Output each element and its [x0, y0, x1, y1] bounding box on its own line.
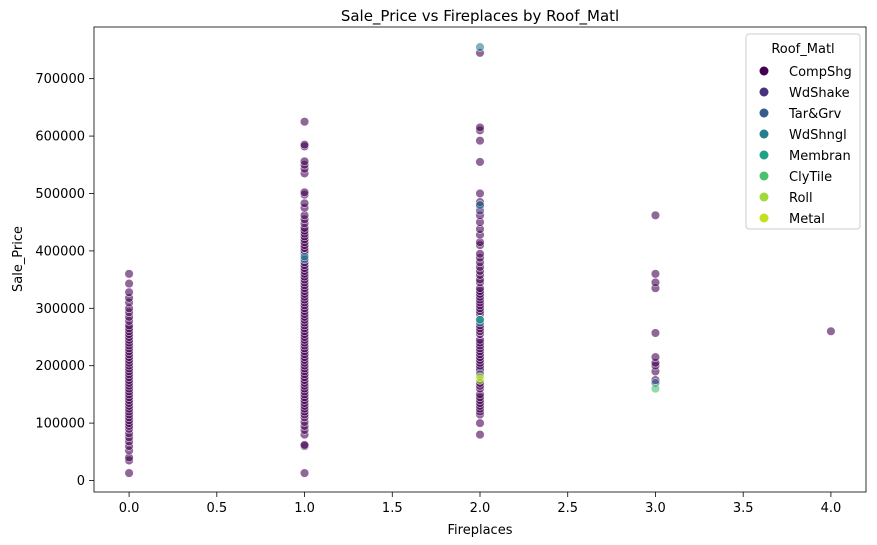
legend-marker	[759, 66, 769, 76]
data-point	[124, 279, 134, 289]
y-tick-label: 700000	[35, 72, 85, 87]
x-tick-label: 2.0	[470, 501, 491, 516]
legend-entry: Membran	[789, 149, 851, 164]
legend-marker	[759, 150, 769, 160]
x-axis-label: Fireplaces	[448, 523, 513, 538]
legend-marker	[759, 171, 769, 181]
y-tick-label: 100000	[35, 417, 85, 432]
data-point	[124, 269, 134, 279]
data-point	[650, 328, 661, 338]
x-tick-label: 0.0	[119, 501, 140, 516]
legend-marker	[759, 192, 769, 202]
data-point	[124, 468, 134, 478]
legend-marker	[759, 213, 769, 223]
data-point	[299, 252, 310, 262]
legend-entry: Tar&Grv	[788, 107, 842, 122]
data-point	[475, 188, 485, 199]
legend-items: CompShg WdShake Tar&Grv WdShngl Membran ClyTi…	[759, 65, 852, 227]
data-point	[475, 122, 485, 133]
x-tick-label: 4.0	[821, 501, 842, 516]
legend-entry: CompShg	[789, 65, 852, 80]
legend-entry: Metal	[789, 212, 825, 227]
x-tick-label: 2.5	[557, 501, 578, 516]
legend-marker	[759, 129, 769, 139]
x-tick-label: 3.0	[645, 501, 666, 516]
x-tick-label: 1.5	[382, 501, 403, 516]
chart-title: Sale_Price vs Fireplaces by Roof_Matl	[341, 7, 619, 26]
data-point	[475, 249, 485, 259]
x-tick-label: 0.5	[206, 501, 227, 516]
data-point	[475, 136, 485, 146]
data-point	[299, 117, 310, 127]
data-point	[475, 315, 485, 325]
data-point	[299, 187, 310, 197]
x-tick-label: 1.0	[294, 501, 315, 516]
data-point	[475, 42, 485, 52]
y-tick-label: 500000	[35, 187, 85, 202]
data-point	[475, 200, 485, 210]
legend-box	[745, 33, 861, 230]
legend-title: Roof_Matl	[771, 42, 834, 57]
x-tick-label: 3.5	[733, 501, 754, 516]
data-point	[650, 269, 661, 279]
legend-entry: WdShake	[789, 86, 850, 101]
data-points	[124, 42, 836, 478]
y-tick-label: 400000	[35, 244, 85, 259]
data-point	[475, 157, 485, 167]
legend-entry: ClyTile	[789, 170, 832, 185]
data-point	[650, 277, 661, 288]
x-axis-ticks: 0.0 0.5 1.0 1.5 2.0 2.5 3.0 3.5 4.0	[119, 492, 842, 516]
legend-marker	[759, 87, 769, 97]
data-point	[299, 440, 310, 450]
y-tick-label: 600000	[35, 130, 85, 145]
data-point	[650, 352, 661, 362]
data-point	[826, 326, 836, 336]
data-point	[299, 156, 310, 166]
data-point	[475, 430, 485, 440]
data-point	[299, 198, 310, 208]
data-point	[299, 140, 310, 150]
y-tick-label: 200000	[35, 359, 85, 374]
legend: Roof_Matl CompShg WdShake Tar&Grv WdShngl Me…	[745, 33, 861, 230]
data-point	[124, 287, 134, 297]
data-point	[650, 384, 661, 394]
y-tick-label: 300000	[35, 302, 85, 317]
legend-marker	[759, 108, 769, 118]
data-point	[475, 372, 485, 382]
data-point	[475, 418, 485, 428]
legend-entry: Roll	[789, 191, 813, 206]
y-axis-ticks: 0 100000 200000 300000 400000 500000 600000 700…	[35, 72, 94, 489]
y-tick-label: 0	[77, 474, 85, 489]
data-point	[299, 468, 310, 478]
legend-entry: WdShngl	[789, 128, 847, 143]
y-axis-label: Sale_Price	[11, 226, 26, 292]
data-point	[650, 210, 661, 220]
